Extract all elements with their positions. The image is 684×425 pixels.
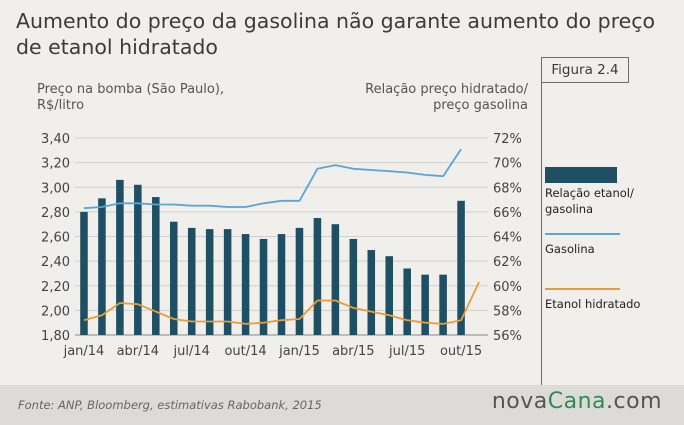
bar-ratio — [80, 211, 88, 335]
legend-divider — [541, 81, 542, 385]
bar-ratio — [116, 179, 124, 335]
legend-label-gasoline: Gasolina — [545, 242, 595, 256]
bar-ratio — [205, 229, 214, 335]
right-tick-label: 64% — [493, 231, 522, 246]
x-tick-label: jul/14 — [173, 344, 210, 359]
left-tick-label: 2,00 — [41, 304, 70, 319]
right-tick-label: 56% — [493, 329, 522, 344]
legend-label-ratio-line2: gasolina — [545, 202, 594, 216]
bar-ratio — [295, 227, 304, 335]
legend-swatch-ratio — [545, 167, 617, 183]
figure-label: Figura 2.4 — [541, 57, 629, 83]
legend-label-ethanol: Etanol hidratado — [545, 297, 641, 311]
bar-ratio — [457, 200, 465, 335]
legend-swatch-gasoline — [545, 233, 620, 235]
right-axis-title-line1: Relação preço hidratado/ — [365, 82, 528, 97]
chart-title: Aumento do preço da gasolina não garante… — [16, 9, 656, 59]
x-tick-label: abr/14 — [117, 344, 160, 359]
line-ethanol — [83, 281, 480, 325]
bar-ratio — [152, 197, 160, 335]
source-note: Fonte: ANP, Bloomberg, estimativas Rabob… — [18, 398, 322, 412]
bar-ratio — [349, 238, 358, 335]
right-tick-label: 72% — [493, 132, 522, 147]
novacana-logo[interactable]: novaCana.com — [492, 389, 662, 414]
left-tick-label: 3,20 — [41, 157, 70, 172]
x-tick-label: jul/15 — [388, 344, 425, 359]
left-tick-label: 2,60 — [41, 231, 70, 246]
bar-ratio — [385, 256, 394, 335]
logo-part-com: .com — [606, 389, 662, 414]
bar-ratio — [277, 234, 286, 335]
right-tick-label: 70% — [493, 157, 522, 172]
right-axis-title: Relação preço hidratado/ preço gasolina — [330, 82, 528, 114]
bar-ratio — [98, 198, 106, 335]
bar-ratio — [241, 234, 250, 335]
legend-label-ratio-line1: Relação etanol/ — [545, 186, 634, 200]
right-tick-label: 60% — [493, 280, 522, 295]
x-tick-label: abr/15 — [332, 344, 375, 359]
bar-ratio — [134, 184, 142, 335]
bar-ratio — [313, 218, 322, 335]
left-tick-label: 3,40 — [41, 132, 70, 147]
logo-part-nova: nova — [491, 389, 548, 414]
bar-ratio — [421, 274, 429, 335]
right-axis-title-line2: preço gasolina — [433, 98, 528, 113]
chart-canvas: 1,80 56% 2,00 58% 2,20 60% 2,40 62% 2,60 64% 2,80 6… — [41, 132, 522, 359]
bar-ratio — [367, 250, 376, 335]
x-tick-label: jan/15 — [278, 344, 320, 359]
left-tick-label: 3,00 — [41, 181, 70, 196]
left-tick-label: 1,80 — [41, 329, 70, 344]
left-axis-title-line2: R$/litro — [37, 98, 85, 113]
right-tick-label: 62% — [493, 255, 522, 270]
legend-swatch-ethanol — [545, 288, 620, 290]
bar-ratio — [403, 268, 411, 335]
legend-label-ratio: Relação etanol/ gasolina — [545, 185, 634, 217]
left-tick-label: 2,40 — [41, 255, 70, 270]
right-tick-label: 66% — [493, 206, 522, 221]
x-tick-label: jan/14 — [63, 344, 105, 359]
right-tick-label: 58% — [493, 304, 522, 319]
logo-part-cana: Cana — [547, 389, 607, 414]
bar-ratio — [331, 224, 340, 335]
left-axis-title: Preço na bomba (São Paulo), R$/litro — [37, 82, 224, 114]
bar-ratio — [187, 227, 196, 335]
x-tick-label: out/14 — [224, 344, 266, 359]
footer: Fonte: ANP, Bloomberg, estimativas Rabob… — [0, 385, 684, 425]
left-axis-title-line1: Preço na bomba (São Paulo), — [37, 82, 225, 97]
x-tick-label: out/15 — [440, 344, 482, 359]
left-tick-label: 2,80 — [41, 206, 70, 221]
right-tick-label: 68% — [493, 181, 522, 196]
bar-ratio — [439, 274, 447, 335]
bar-ratio — [223, 229, 232, 335]
bar-ratio — [259, 238, 268, 335]
left-tick-label: 2,20 — [41, 280, 70, 295]
bar-ratio — [169, 221, 178, 335]
line-gasoline — [83, 148, 462, 210]
